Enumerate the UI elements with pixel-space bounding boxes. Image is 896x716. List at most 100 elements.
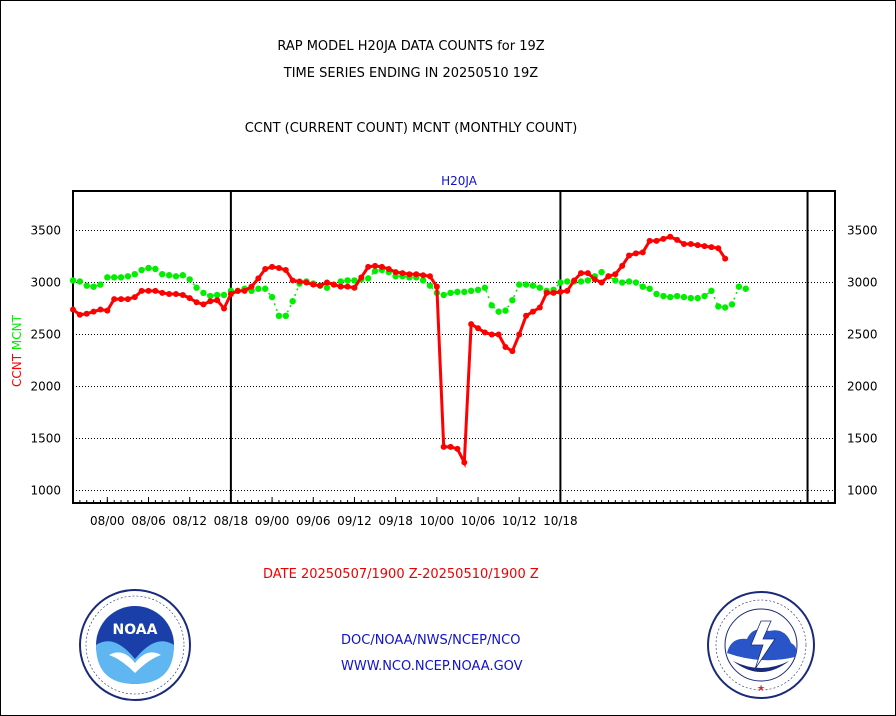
mcnt-point [481, 284, 489, 291]
ccnt-point [275, 264, 282, 271]
y-axis-label-ccnt: CCNT [10, 353, 24, 387]
ccnt-point [248, 283, 255, 290]
ccnt-point [166, 290, 173, 297]
noaa-logo: NOAA [79, 589, 191, 701]
ccnt-point [392, 269, 399, 276]
ccnt-point [214, 297, 221, 304]
ccnt-point [598, 279, 605, 286]
ccnt-point [365, 263, 372, 270]
ccnt-point [523, 312, 530, 319]
mcnt-point [90, 283, 97, 290]
ccnt-point [722, 255, 729, 262]
mcnt-point [564, 278, 571, 285]
ccnt-point [76, 311, 83, 318]
ccnt-point [674, 236, 681, 243]
mcnt-point [715, 303, 722, 310]
ccnt-point [454, 445, 461, 452]
mcnt-point [364, 275, 372, 282]
mcnt-point [694, 294, 701, 302]
ccnt-point [536, 304, 543, 311]
ccnt-point [488, 331, 495, 338]
ccnt-point [433, 283, 440, 290]
mcnt-point [179, 272, 187, 279]
mcnt-point [742, 285, 749, 292]
ccnt-point [660, 235, 667, 242]
ccnt-point [626, 252, 633, 259]
y-tick-label-right: 3000 [847, 276, 878, 290]
ccnt-point [605, 273, 612, 280]
y-axis-label-mcnt: MCNT [10, 314, 24, 354]
ccnt-point [83, 310, 90, 317]
mcnt-point [646, 285, 653, 292]
ccnt-point [406, 271, 413, 278]
ccnt-point [179, 292, 186, 298]
mcnt-point [165, 272, 173, 279]
y-tick-label-right: 2500 [847, 328, 878, 342]
mcnt-point [735, 283, 743, 290]
ccnt-point [509, 348, 516, 355]
ccnt-point [221, 305, 228, 312]
y-tick-label-right: 2000 [847, 380, 878, 394]
x-tick-label: 10/18 [543, 514, 578, 528]
date-range-label: DATE 20250507/1900 Z-20250510/1900 Z [263, 567, 539, 582]
ccnt-point [124, 296, 131, 303]
ccnt-point [358, 274, 365, 281]
y-tick-label-left: 2000 [30, 380, 61, 394]
ccnt-point [468, 321, 475, 328]
ccnt-point [372, 262, 379, 269]
ccnt-point [481, 329, 488, 336]
ccnt-point [159, 289, 166, 296]
mcnt-point [516, 281, 523, 288]
y-tick-label-left: 2500 [30, 328, 61, 342]
chart-title-line1: RAP MODEL H20JA DATA COUNTS for 19Z [277, 39, 545, 54]
mcnt-point [625, 278, 633, 285]
mcnt-point [268, 293, 276, 301]
ccnt-point [289, 277, 296, 284]
mcnt-point [419, 277, 427, 284]
nws-logo: ★ [707, 591, 815, 699]
y-tick-label-left: 1500 [30, 432, 61, 446]
ccnt-point [378, 263, 385, 270]
x-tick-label: 08/06 [131, 514, 166, 528]
ccnt-point [646, 237, 653, 244]
mcnt-point [639, 283, 646, 290]
ccnt-point [701, 243, 708, 250]
mcnt-point [289, 298, 296, 305]
mcnt-point [323, 284, 331, 291]
mcnt-point [193, 284, 200, 291]
mcnt-point [632, 279, 640, 286]
ccnt-point [90, 308, 97, 315]
ccnt-point [303, 279, 310, 286]
mcnt-point [152, 265, 159, 273]
x-tick-label: 09/06 [296, 514, 331, 528]
noaa-logo-text: NOAA [113, 622, 158, 638]
ccnt-point [282, 267, 289, 274]
mcnt-point [721, 304, 729, 311]
ccnt-point [687, 241, 694, 248]
y-tick-label-left: 3500 [30, 224, 61, 238]
series-ccnt [70, 233, 729, 469]
mcnt-point [69, 277, 77, 284]
ccnt-point [495, 331, 502, 338]
ccnt-point [200, 301, 207, 308]
ccnt-point [207, 298, 214, 305]
y-tick-label-right: 1000 [847, 484, 878, 498]
ccnt-point [351, 284, 358, 291]
ccnt-point [296, 278, 303, 285]
x-tick-label: 09/18 [378, 514, 413, 528]
mcnt-point [618, 279, 626, 286]
ccnt-point [708, 244, 715, 251]
mcnt-point [454, 288, 461, 296]
ccnt-point [578, 270, 584, 277]
mcnt-point [467, 287, 475, 295]
ccnt-point [447, 443, 454, 450]
x-tick-label: 08/12 [172, 514, 207, 528]
mcnt-point [708, 287, 715, 295]
mcnt-point [461, 288, 468, 296]
x-tick-label: 08/18 [214, 514, 249, 528]
ccnt-point [543, 289, 550, 296]
mcnt-point [680, 293, 688, 301]
ccnt-point [186, 295, 193, 302]
ccnt-point [262, 266, 269, 272]
y-tick-label-right: 3500 [847, 224, 878, 238]
